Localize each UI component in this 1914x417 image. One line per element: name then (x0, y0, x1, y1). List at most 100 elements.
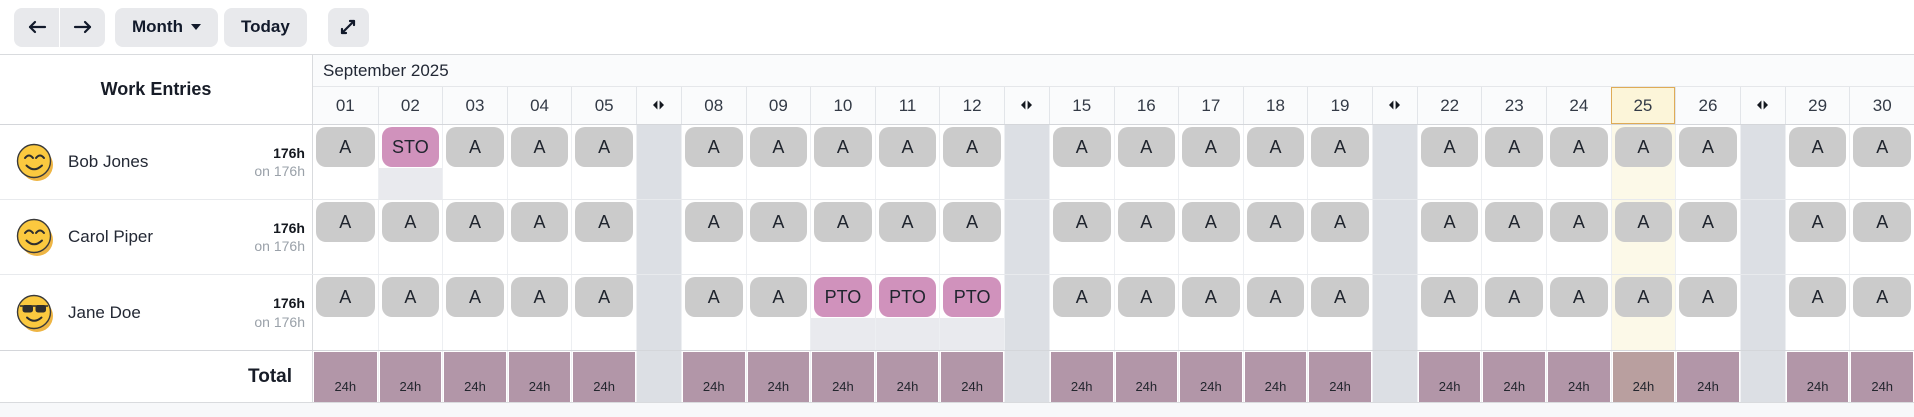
day-cell-30[interactable]: A (1849, 200, 1914, 274)
day-cell-05[interactable]: A (571, 200, 636, 274)
work-entry-badge-A[interactable]: A (1614, 127, 1673, 167)
day-cell-15[interactable]: A (1048, 200, 1114, 274)
work-entry-badge-A[interactable]: A (878, 127, 937, 167)
day-cell-30[interactable]: A (1849, 275, 1914, 350)
work-entry-badge-A[interactable]: A (1182, 127, 1240, 167)
day-cell-30[interactable]: A (1849, 125, 1914, 199)
work-entry-badge-A[interactable]: A (814, 127, 872, 167)
day-cell-09[interactable]: A (745, 125, 811, 199)
day-cell-15[interactable]: A (1048, 125, 1114, 199)
day-cell-01[interactable]: A (313, 125, 378, 199)
work-entry-badge-A[interactable]: A (1550, 127, 1608, 167)
work-entry-badge-A[interactable]: A (1420, 202, 1479, 242)
work-entry-badge-A[interactable]: A (1485, 277, 1544, 317)
day-cell-03[interactable]: A (442, 275, 507, 350)
day-cell-11[interactable]: PTO (874, 275, 940, 350)
day-cell-23[interactable]: A (1481, 275, 1547, 350)
employee-row-header[interactable]: Bob Jones 176h on 176h (0, 125, 313, 199)
work-entry-badge-A[interactable]: A (1679, 202, 1737, 242)
work-entry-badge-A[interactable]: A (1485, 202, 1544, 242)
work-entry-badge-PTO[interactable]: PTO (814, 277, 872, 317)
work-entry-badge-A[interactable]: A (1788, 277, 1847, 317)
weekend-toggle[interactable] (635, 87, 681, 124)
day-cell-17[interactable]: A (1178, 125, 1243, 199)
work-entry-badge-A[interactable]: A (1485, 127, 1544, 167)
day-cell-17[interactable]: A (1178, 200, 1243, 274)
day-cell-02[interactable]: A (377, 275, 443, 350)
work-entry-badge-A[interactable]: A (446, 127, 504, 167)
day-cell-11[interactable]: A (874, 200, 940, 274)
day-cell-24[interactable]: A (1546, 200, 1611, 274)
day-cell-08[interactable]: A (680, 275, 746, 350)
day-cell-22[interactable]: A (1416, 125, 1482, 199)
day-cell-10[interactable]: PTO (810, 275, 875, 350)
day-cell-05[interactable]: A (571, 125, 636, 199)
work-entry-badge-A[interactable]: A (749, 202, 808, 242)
day-cell-02[interactable]: A (377, 200, 443, 274)
day-cell-02[interactable]: STO (377, 125, 443, 199)
work-entry-badge-A[interactable]: A (943, 127, 1001, 167)
day-cell-23[interactable]: A (1481, 200, 1547, 274)
work-entry-badge-A[interactable]: A (575, 202, 633, 242)
work-entry-badge-A[interactable]: A (1679, 127, 1737, 167)
day-cell-03[interactable]: A (442, 200, 507, 274)
work-entry-badge-A[interactable]: A (1420, 127, 1479, 167)
work-entry-badge-A[interactable]: A (749, 127, 808, 167)
day-cell-18[interactable]: A (1242, 125, 1308, 199)
weekend-toggle[interactable] (1003, 87, 1049, 124)
work-entry-badge-A[interactable]: A (684, 277, 743, 317)
day-cell-04[interactable]: A (506, 275, 572, 350)
day-cell-29[interactable]: A (1784, 125, 1850, 199)
day-cell-17[interactable]: A (1178, 275, 1243, 350)
work-entry-badge-A[interactable]: A (1853, 202, 1911, 242)
weekend-toggle[interactable] (1739, 87, 1785, 124)
day-cell-16[interactable]: A (1113, 200, 1179, 274)
day-cell-24[interactable]: A (1546, 275, 1611, 350)
work-entry-badge-A[interactable]: A (1311, 127, 1369, 167)
day-cell-22[interactable]: A (1416, 200, 1482, 274)
work-entry-badge-A[interactable]: A (446, 202, 504, 242)
work-entry-badge-A[interactable]: A (1246, 202, 1305, 242)
day-cell-12[interactable]: PTO (939, 275, 1004, 350)
day-cell-25[interactable]: A (1610, 200, 1676, 274)
work-entry-badge-A[interactable]: A (316, 127, 375, 167)
work-entry-badge-A[interactable]: A (1246, 127, 1305, 167)
previous-button[interactable] (14, 7, 59, 47)
day-cell-26[interactable]: A (1675, 275, 1740, 350)
day-cell-29[interactable]: A (1784, 200, 1850, 274)
work-entry-badge-A[interactable]: A (446, 277, 504, 317)
day-cell-22[interactable]: A (1416, 275, 1482, 350)
work-entry-badge-A[interactable]: A (684, 127, 743, 167)
day-cell-01[interactable]: A (313, 275, 378, 350)
work-entry-badge-A[interactable]: A (510, 127, 569, 167)
day-cell-23[interactable]: A (1481, 125, 1547, 199)
work-entry-badge-A[interactable]: A (1052, 202, 1111, 242)
work-entry-badge-A[interactable]: A (1853, 277, 1911, 317)
work-entry-badge-A[interactable]: A (575, 127, 633, 167)
day-cell-18[interactable]: A (1242, 275, 1308, 350)
day-cell-26[interactable]: A (1675, 125, 1740, 199)
expand-button[interactable] (327, 7, 369, 47)
day-cell-08[interactable]: A (680, 200, 746, 274)
employee-row-header[interactable]: Carol Piper 176h on 176h (0, 200, 313, 274)
work-entry-badge-A[interactable]: A (1182, 277, 1240, 317)
work-entry-badge-A[interactable]: A (381, 277, 440, 317)
day-cell-03[interactable]: A (442, 125, 507, 199)
work-entry-badge-A[interactable]: A (381, 202, 440, 242)
work-entry-badge-A[interactable]: A (1420, 277, 1479, 317)
work-entry-badge-A[interactable]: A (1853, 127, 1911, 167)
work-entry-badge-A[interactable]: A (684, 202, 743, 242)
day-cell-25[interactable]: A (1610, 125, 1676, 199)
work-entry-badge-A[interactable]: A (575, 277, 633, 317)
day-cell-24[interactable]: A (1546, 125, 1611, 199)
day-cell-10[interactable]: A (810, 125, 875, 199)
day-cell-16[interactable]: A (1113, 275, 1179, 350)
day-cell-11[interactable]: A (874, 125, 940, 199)
work-entry-badge-A[interactable]: A (316, 277, 375, 317)
day-cell-10[interactable]: A (810, 200, 875, 274)
day-cell-26[interactable]: A (1675, 200, 1740, 274)
day-cell-16[interactable]: A (1113, 125, 1179, 199)
work-entry-badge-A[interactable]: A (1614, 202, 1673, 242)
day-cell-09[interactable]: A (745, 275, 811, 350)
day-cell-19[interactable]: A (1307, 200, 1372, 274)
